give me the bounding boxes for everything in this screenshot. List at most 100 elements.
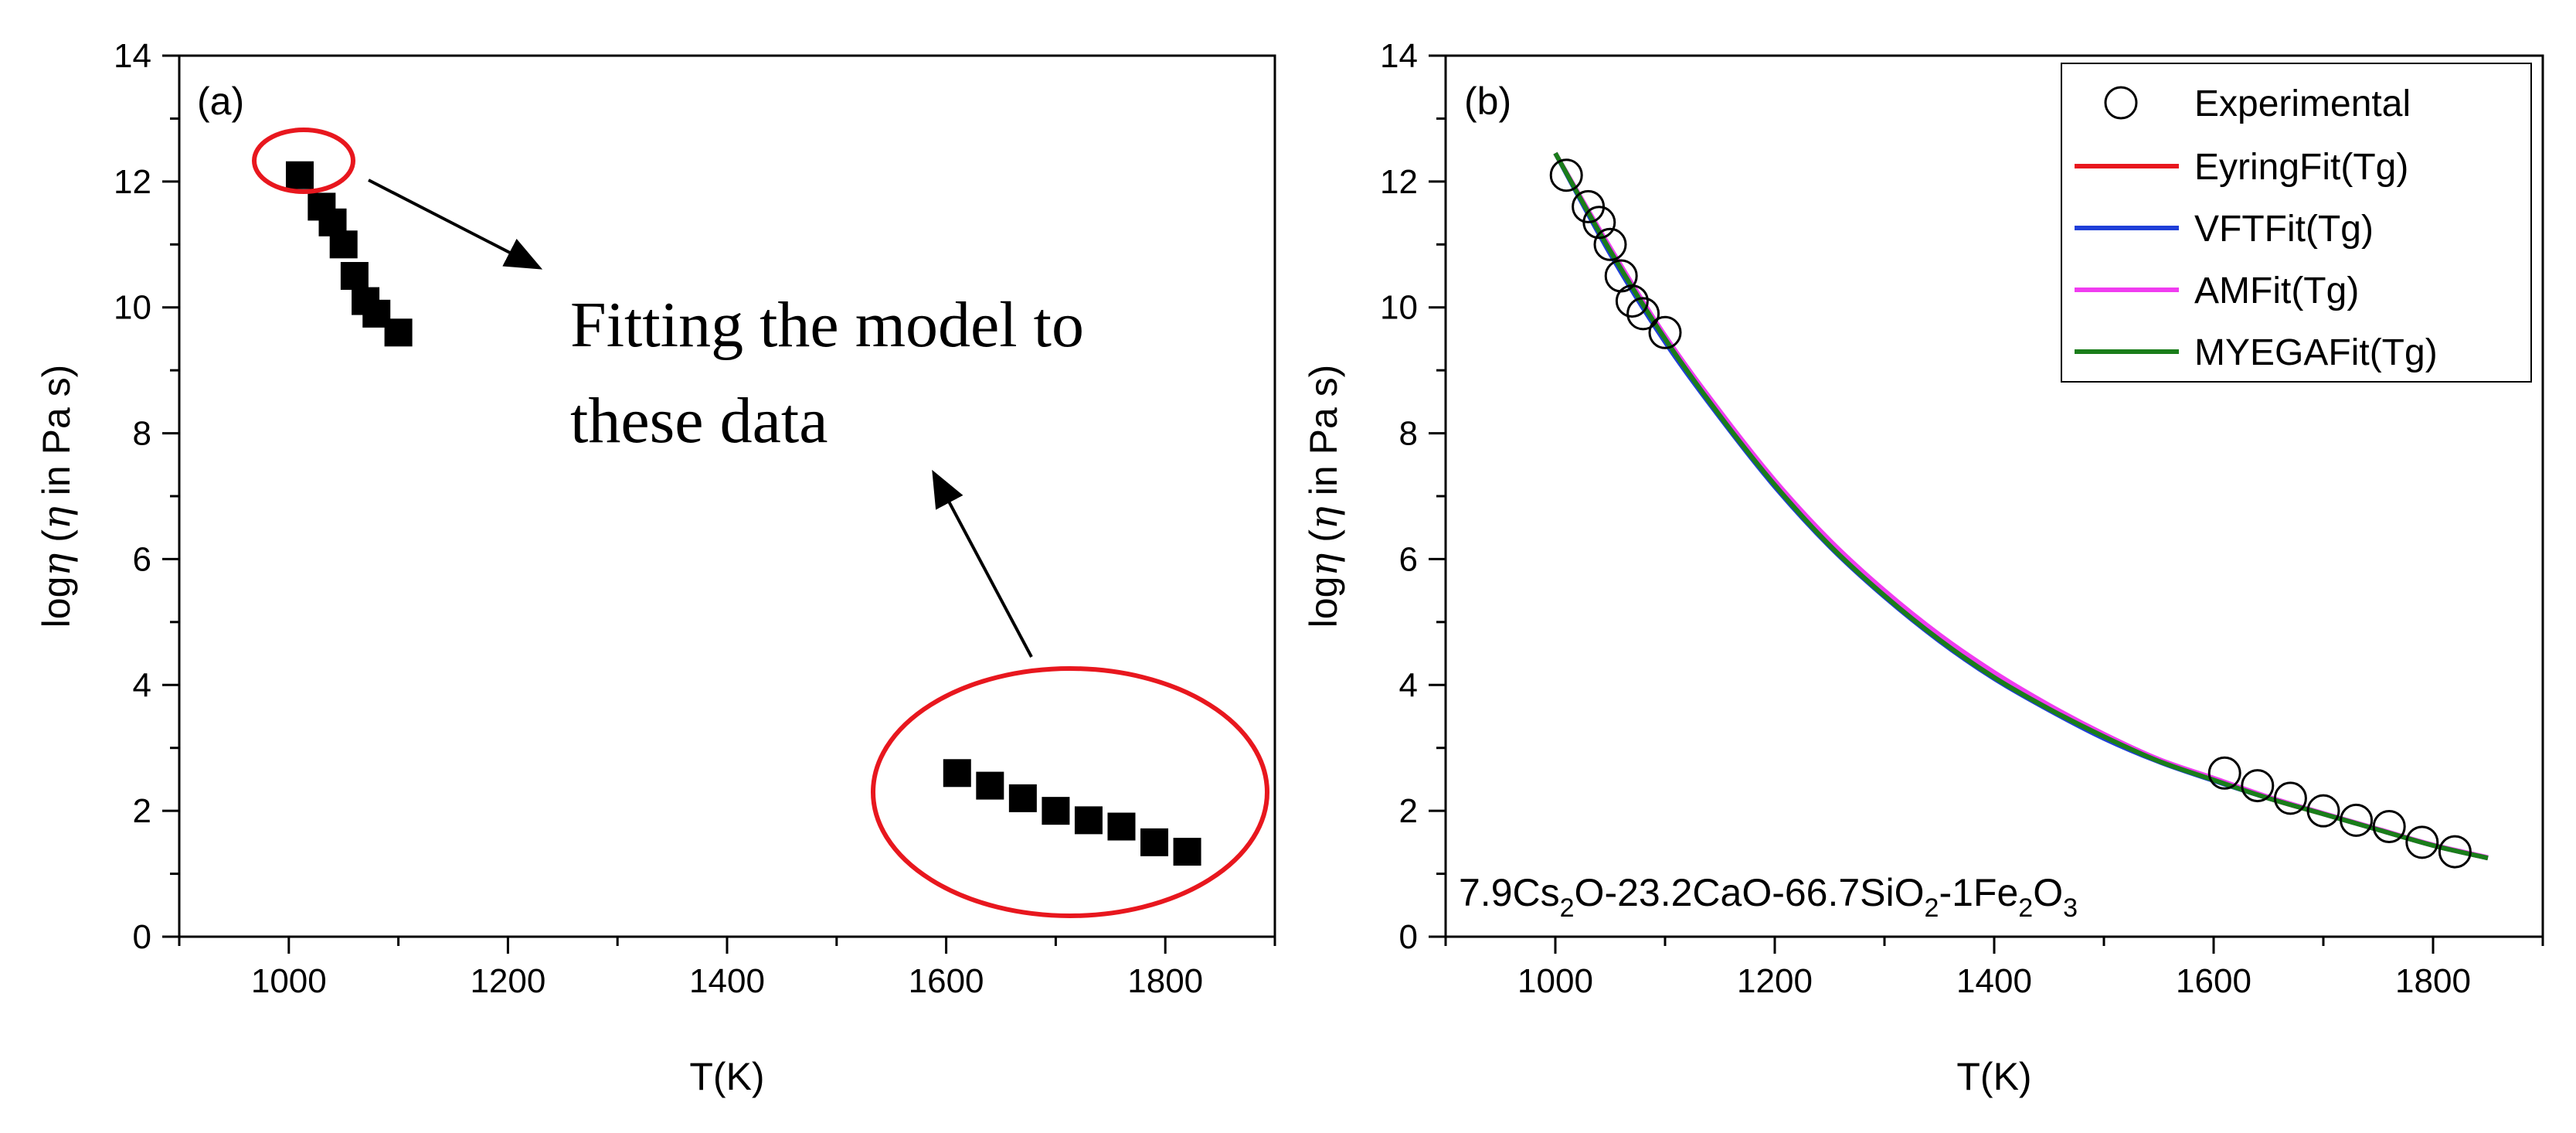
data-point-square xyxy=(1107,812,1136,841)
comp-sub-3: 2 xyxy=(2018,893,2033,923)
y-tick-label: 2 xyxy=(1399,792,1418,830)
annotation-text-line-1: Fitting the model to xyxy=(570,289,1084,361)
experimental-points-b xyxy=(1549,158,2472,869)
y-tick-label: 12 xyxy=(114,163,151,201)
y-axis-title-a: logη (η in Pa s) xyxy=(34,365,79,628)
x-tick-label: 1600 xyxy=(2176,962,2251,1000)
y-axis-eta2-a: η xyxy=(34,506,79,529)
y-axis-log-a: log xyxy=(35,577,78,628)
comp-sub-4: 3 xyxy=(2063,893,2078,923)
x-axis-title-a: T(K) xyxy=(689,1055,764,1098)
x-axis-title-b: T(K) xyxy=(1956,1055,2031,1098)
y-axis-eta2-b: η xyxy=(1301,506,1346,529)
experimental-point-circle xyxy=(1648,315,1682,349)
x-tick-label: 1600 xyxy=(909,962,984,1000)
annotation-arrow-2 xyxy=(932,469,1033,658)
composition-label: 7.9Cs2O-23.2CaO-66.7SiO2-1Fe2O3 xyxy=(1459,871,2078,923)
y-tick-label: 0 xyxy=(133,918,151,956)
y-axis-ticks-a: 0 2 4 6 8 10 12 14 xyxy=(114,37,179,956)
data-point-square xyxy=(1008,784,1037,812)
experimental-point-circle xyxy=(1593,227,1627,261)
y-tick-label: 4 xyxy=(133,666,151,704)
legend-label-eyring: EyringFit(Tg) xyxy=(2194,147,2408,188)
experimental-point-circle xyxy=(2273,781,2307,815)
y-axis-eta-a: η xyxy=(34,553,79,577)
comp-sub-2: 2 xyxy=(1925,893,1939,923)
y-axis-eta-b: η xyxy=(1301,553,1346,577)
x-axis-ticks-a: 1000 1200 1400 1600 1800 xyxy=(178,937,1276,1000)
y-tick-label: 14 xyxy=(114,37,151,75)
annotation-arrow-1 xyxy=(368,179,543,270)
highlight-ellipse-high-temp xyxy=(871,666,1269,918)
y-axis-log-b: log xyxy=(1302,577,1345,628)
y-tick-label: 6 xyxy=(1399,540,1418,578)
plot-frame-a xyxy=(178,54,1276,938)
data-points-a xyxy=(285,161,1201,866)
data-point-square xyxy=(1173,838,1201,866)
y-axis-open-b: ( xyxy=(1302,529,1345,553)
x-axis-ticks-b: 1000 1200 1400 1600 1800 xyxy=(1444,937,2544,1000)
experimental-point-circle xyxy=(2306,794,2340,828)
legend-label-am: AMFit(Tg) xyxy=(2194,270,2359,311)
data-point-square xyxy=(1042,797,1070,825)
x-tick-label: 1000 xyxy=(251,962,327,1000)
y-tick-label: 10 xyxy=(1380,289,1418,327)
legend-label-experimental: Experimental xyxy=(2194,83,2411,124)
x-tick-label: 1400 xyxy=(689,962,765,1000)
experimental-point-circle xyxy=(1549,158,1583,192)
x-tick-label: 1800 xyxy=(2395,962,2471,1000)
comp-part-4: O xyxy=(2033,871,2063,914)
experimental-point-circle xyxy=(1615,284,1649,318)
y-axis-unit-b: in Pa s) xyxy=(1302,365,1345,506)
y-tick-label: 6 xyxy=(133,540,151,578)
y-tick-label: 2 xyxy=(133,792,151,830)
data-point-square xyxy=(976,771,1004,800)
data-point-square xyxy=(1074,806,1103,835)
y-axis-title-b: logη (η in Pa s) xyxy=(1301,365,1346,628)
experimental-point-circle xyxy=(2405,825,2439,859)
panel-b: 1000 1200 1400 1600 1800 0 2 4 6 8 10 12 14 (b) T(K… xyxy=(1301,37,2544,1098)
experimental-point-circle xyxy=(2438,835,2472,869)
y-tick-label: 8 xyxy=(1399,415,1418,453)
x-tick-label: 1000 xyxy=(1517,962,1593,1000)
panel-a: 1000 1200 1400 1600 1800 0 2 4 6 8 10 12 14 (a) T(K… xyxy=(34,37,1276,1098)
y-axis-open-a: ( xyxy=(35,529,78,553)
comp-part-2: O-23.2CaO-66.7SiO xyxy=(1575,871,1925,914)
y-tick-label: 8 xyxy=(133,415,151,453)
data-point-square xyxy=(1140,828,1169,856)
x-tick-label: 1200 xyxy=(1737,962,1813,1000)
experimental-point-circle xyxy=(1582,206,1616,240)
y-tick-label: 4 xyxy=(1399,666,1418,704)
y-tick-label: 0 xyxy=(1399,918,1418,956)
x-tick-label: 1200 xyxy=(470,962,545,1000)
comp-sub-1: 2 xyxy=(1560,893,1575,923)
experimental-point-circle xyxy=(2372,810,2406,843)
experimental-point-circle xyxy=(1626,297,1660,331)
legend-experimental-marker xyxy=(2104,86,2138,120)
myega-fit-line xyxy=(1553,151,2489,861)
highlight-ellipse-low-temp xyxy=(252,128,355,194)
legend-box xyxy=(2061,63,2532,383)
annotation-text-line-2: these data xyxy=(570,385,828,457)
data-point-square xyxy=(340,262,369,290)
y-tick-label: 10 xyxy=(114,289,151,327)
data-point-square xyxy=(384,318,413,347)
panel-label-a: (a) xyxy=(197,80,244,123)
legend-label-vft: VFTFit(Tg) xyxy=(2194,209,2374,250)
x-tick-label: 1800 xyxy=(1127,962,1203,1000)
experimental-point-circle xyxy=(2340,803,2374,837)
data-point-square xyxy=(943,759,971,788)
y-axis-unit-a: in Pa s) xyxy=(35,365,78,506)
fit-lines-b xyxy=(1553,151,2489,861)
x-tick-label: 1400 xyxy=(1956,962,2032,1000)
experimental-point-circle xyxy=(2207,756,2241,790)
legend-label-myega: MYEGAFit(Tg) xyxy=(2194,332,2438,373)
experimental-point-circle xyxy=(2241,769,2275,803)
comp-part-3: -1Fe xyxy=(1939,871,2018,914)
comp-part-1: 7.9Cs xyxy=(1459,871,1560,914)
y-axis-ticks-b: 0 2 4 6 8 10 12 14 xyxy=(1380,37,1446,956)
y-tick-label: 14 xyxy=(1380,37,1418,75)
panel-label-b: (b) xyxy=(1464,80,1511,123)
legend: Experimental EyringFit(Tg) VFTFit(Tg) AM… xyxy=(2061,63,2532,383)
